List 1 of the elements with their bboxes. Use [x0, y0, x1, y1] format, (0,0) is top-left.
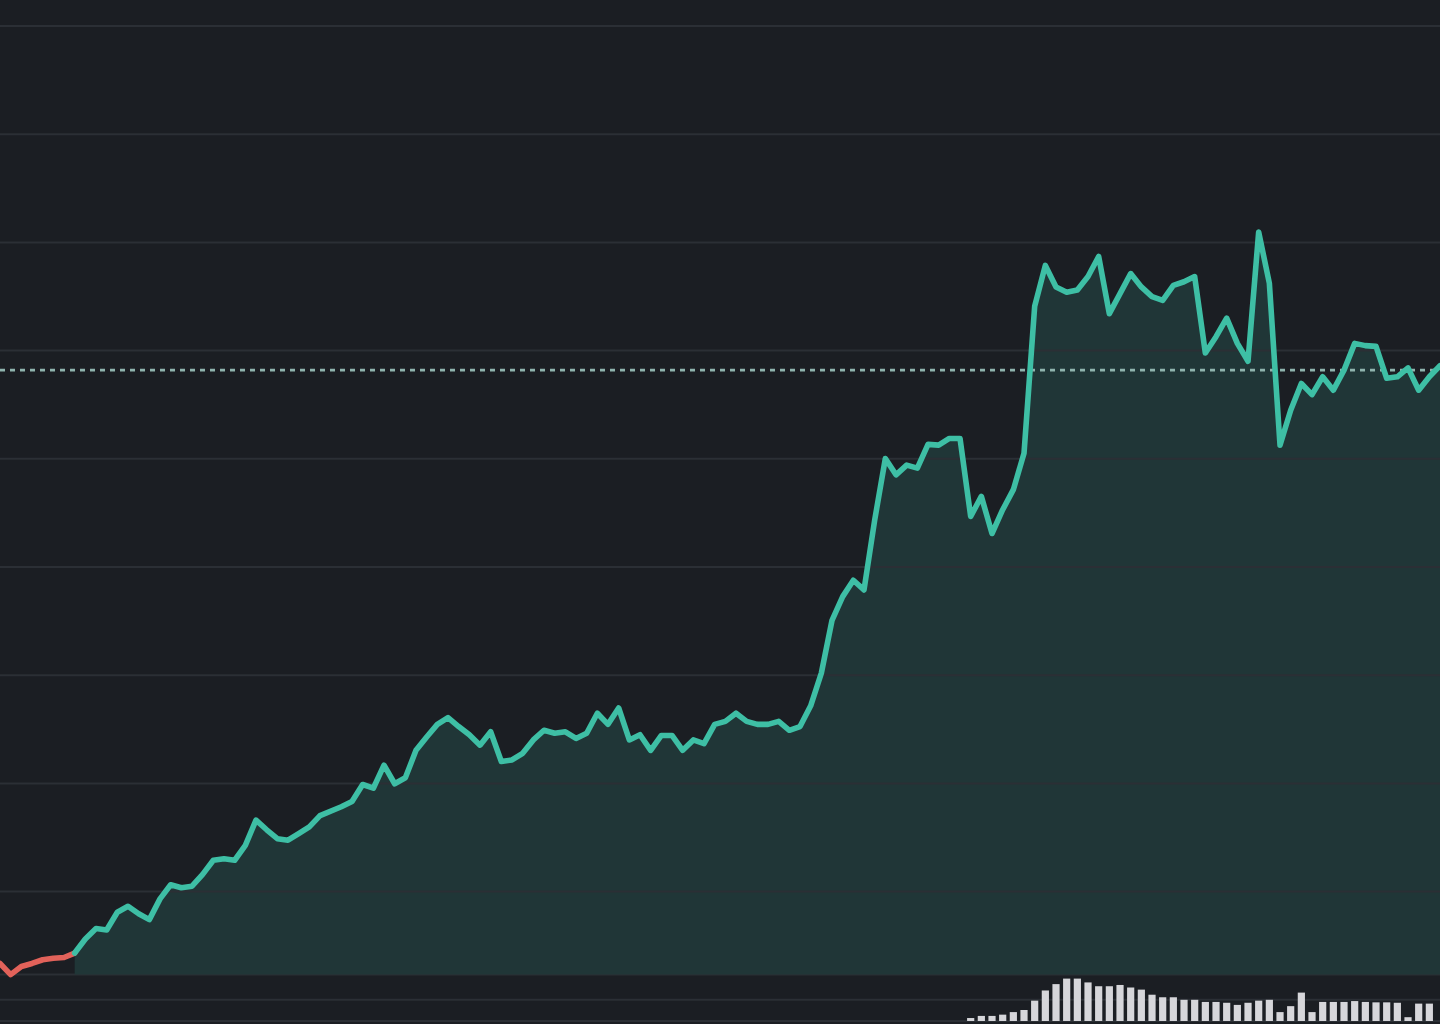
bar: [1425, 1003, 1433, 1021]
